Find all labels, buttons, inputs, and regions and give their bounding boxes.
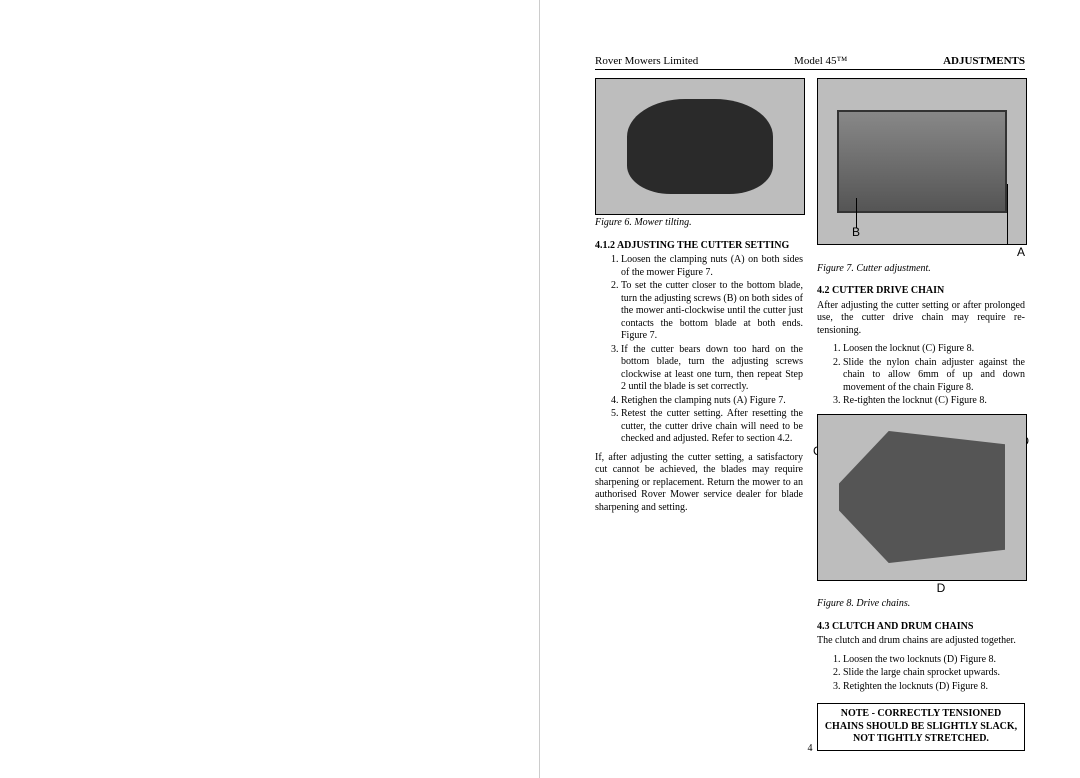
section-43-steps: Loosen the two locknuts (D) Figure 8. Sl… <box>817 654 1025 694</box>
section-42-steps: Loosen the locknut (C) Figure 8. Slide t… <box>817 343 1025 408</box>
step: Retighen the clamping nuts (A) Figure 7. <box>621 395 803 408</box>
page-header: Rover Mowers Limited Model 45™ ADJUSTMEN… <box>595 55 1025 70</box>
header-model: Model 45™ <box>794 55 847 67</box>
figure-8-caption: Figure 8. Drive chains. <box>817 598 1025 611</box>
figure-7-caption: Figure 7. Cutter adjustment. <box>817 263 1025 276</box>
figure-8-label-d2: D <box>937 581 946 595</box>
figure-6-caption: Figure 6. Mower tilting. <box>595 217 803 230</box>
left-blank-page <box>0 0 540 778</box>
content-columns: Figure 6. Mower tilting. 4.1.2 ADJUSTING… <box>595 78 1025 751</box>
step: Retest the cutter setting. After resetti… <box>621 408 803 446</box>
figure-6 <box>595 78 805 215</box>
step: Re-tighten the locknut (C) Figure 8. <box>843 395 1025 408</box>
figure-8 <box>817 414 1027 581</box>
manual-page: Rover Mowers Limited Model 45™ ADJUSTMEN… <box>540 0 1080 778</box>
step: If the cutter bears down too hard on the… <box>621 344 803 394</box>
step: Retighten the locknuts (D) Figure 8. <box>843 681 1025 694</box>
section-412-heading: 4.1.2 ADJUSTING THE CUTTER SETTING <box>595 240 803 253</box>
column-left: Figure 6. Mower tilting. 4.1.2 ADJUSTING… <box>595 78 803 751</box>
page-number: 4 <box>808 743 813 754</box>
note-box: NOTE - CORRECTLY TENSIONED CHAINS SHOULD… <box>817 703 1025 751</box>
section-42-heading: 4.2 CUTTER DRIVE CHAIN <box>817 285 1025 298</box>
mower-illustration <box>627 99 773 194</box>
arrow-line <box>1007 184 1008 244</box>
chain-illustration <box>839 431 1005 563</box>
section-412-after-para: If, after adjusting the cutter setting, … <box>595 452 803 515</box>
step: Loosen the two locknuts (D) Figure 8. <box>843 654 1025 667</box>
figure-7: B <box>817 78 1027 245</box>
header-section: ADJUSTMENTS <box>943 55 1025 67</box>
step: Loosen the locknut (C) Figure 8. <box>843 343 1025 356</box>
section-42-intro: After adjusting the cutter setting or af… <box>817 300 1025 338</box>
cutter-illustration <box>837 110 1007 213</box>
step: To set the cutter closer to the bottom b… <box>621 280 803 343</box>
column-right: B A Figure 7. Cutter adjustment. 4.2 CUT… <box>817 78 1025 751</box>
section-412-steps: Loosen the clamping nuts (A) on both sid… <box>595 254 803 446</box>
header-brand: Rover Mowers Limited <box>595 55 698 67</box>
step: Slide the large chain sprocket upwards. <box>843 667 1025 680</box>
figure-7-label-a: A <box>1017 245 1025 259</box>
section-43-heading: 4.3 CLUTCH AND DRUM CHAINS <box>817 621 1025 634</box>
section-43-intro: The clutch and drum chains are adjusted … <box>817 635 1025 648</box>
step: Slide the nylon chain adjuster against t… <box>843 357 1025 395</box>
arrow-line <box>856 198 857 228</box>
step: Loosen the clamping nuts (A) on both sid… <box>621 254 803 279</box>
